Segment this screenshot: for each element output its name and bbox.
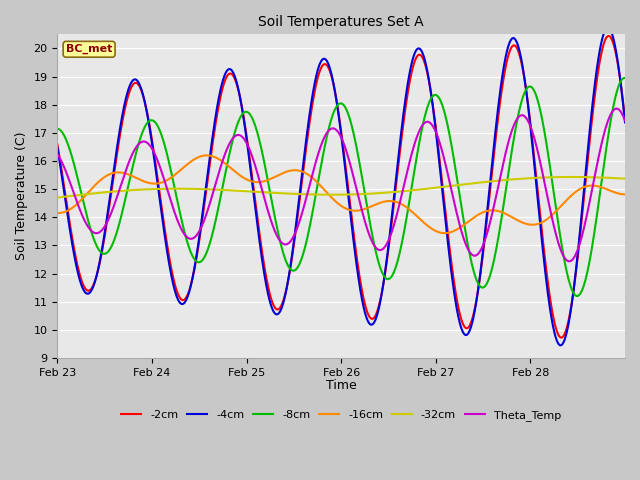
-2cm — [314, 72, 322, 78]
-16cm — [315, 181, 323, 187]
Theta_Temp — [330, 125, 337, 131]
-32cm — [605, 175, 612, 180]
-16cm — [441, 230, 449, 236]
-2cm — [621, 116, 629, 122]
Text: BC_met: BC_met — [66, 44, 112, 54]
-2cm — [557, 335, 565, 340]
-8cm — [621, 75, 628, 81]
-2cm — [605, 33, 612, 39]
Title: Soil Temperatures Set A: Soil Temperatures Set A — [259, 15, 424, 29]
-2cm — [605, 33, 613, 39]
-16cm — [605, 187, 612, 193]
-8cm — [573, 293, 581, 299]
-4cm — [500, 61, 508, 67]
-2cm — [605, 33, 612, 39]
-8cm — [314, 178, 322, 183]
-16cm — [83, 192, 90, 197]
Line: -16cm: -16cm — [58, 156, 625, 233]
-32cm — [330, 192, 337, 198]
Legend: -2cm, -4cm, -8cm, -16cm, -32cm, Theta_Temp: -2cm, -4cm, -8cm, -16cm, -32cm, Theta_Te… — [117, 406, 565, 425]
Theta_Temp — [566, 258, 573, 264]
-8cm — [605, 131, 612, 137]
-16cm — [605, 187, 613, 193]
-2cm — [54, 142, 61, 147]
-16cm — [330, 197, 337, 203]
-8cm — [621, 75, 629, 81]
-4cm — [54, 145, 61, 151]
Line: -8cm: -8cm — [58, 78, 625, 296]
-2cm — [330, 81, 337, 87]
-32cm — [500, 177, 508, 183]
X-axis label: Time: Time — [326, 379, 356, 392]
Theta_Temp — [500, 156, 508, 161]
-4cm — [621, 120, 629, 125]
-4cm — [605, 25, 612, 31]
-2cm — [83, 287, 90, 293]
-32cm — [621, 176, 629, 181]
-16cm — [203, 153, 211, 158]
-8cm — [54, 126, 61, 132]
-16cm — [501, 211, 509, 216]
Theta_Temp — [83, 221, 90, 227]
-2cm — [500, 71, 508, 77]
-32cm — [314, 192, 322, 197]
-16cm — [54, 210, 61, 216]
-8cm — [83, 211, 90, 217]
Theta_Temp — [605, 116, 612, 121]
Theta_Temp — [54, 151, 61, 157]
Theta_Temp — [605, 117, 612, 122]
-32cm — [54, 195, 61, 201]
-8cm — [500, 197, 508, 203]
-4cm — [330, 80, 337, 86]
Line: -2cm: -2cm — [58, 36, 625, 337]
Line: -4cm: -4cm — [58, 28, 625, 345]
-32cm — [605, 175, 612, 180]
-4cm — [557, 342, 564, 348]
Theta_Temp — [621, 118, 629, 123]
Line: -32cm: -32cm — [58, 177, 625, 198]
-32cm — [83, 192, 90, 197]
Theta_Temp — [314, 151, 322, 156]
Line: Theta_Temp: Theta_Temp — [58, 108, 625, 261]
-8cm — [605, 129, 612, 135]
-16cm — [621, 192, 629, 197]
-32cm — [568, 174, 575, 180]
-4cm — [605, 25, 613, 31]
Y-axis label: Soil Temperature (C): Soil Temperature (C) — [15, 132, 28, 261]
-4cm — [314, 65, 322, 71]
-8cm — [330, 110, 337, 116]
-4cm — [83, 290, 90, 296]
Theta_Temp — [612, 106, 620, 111]
-4cm — [604, 25, 612, 31]
